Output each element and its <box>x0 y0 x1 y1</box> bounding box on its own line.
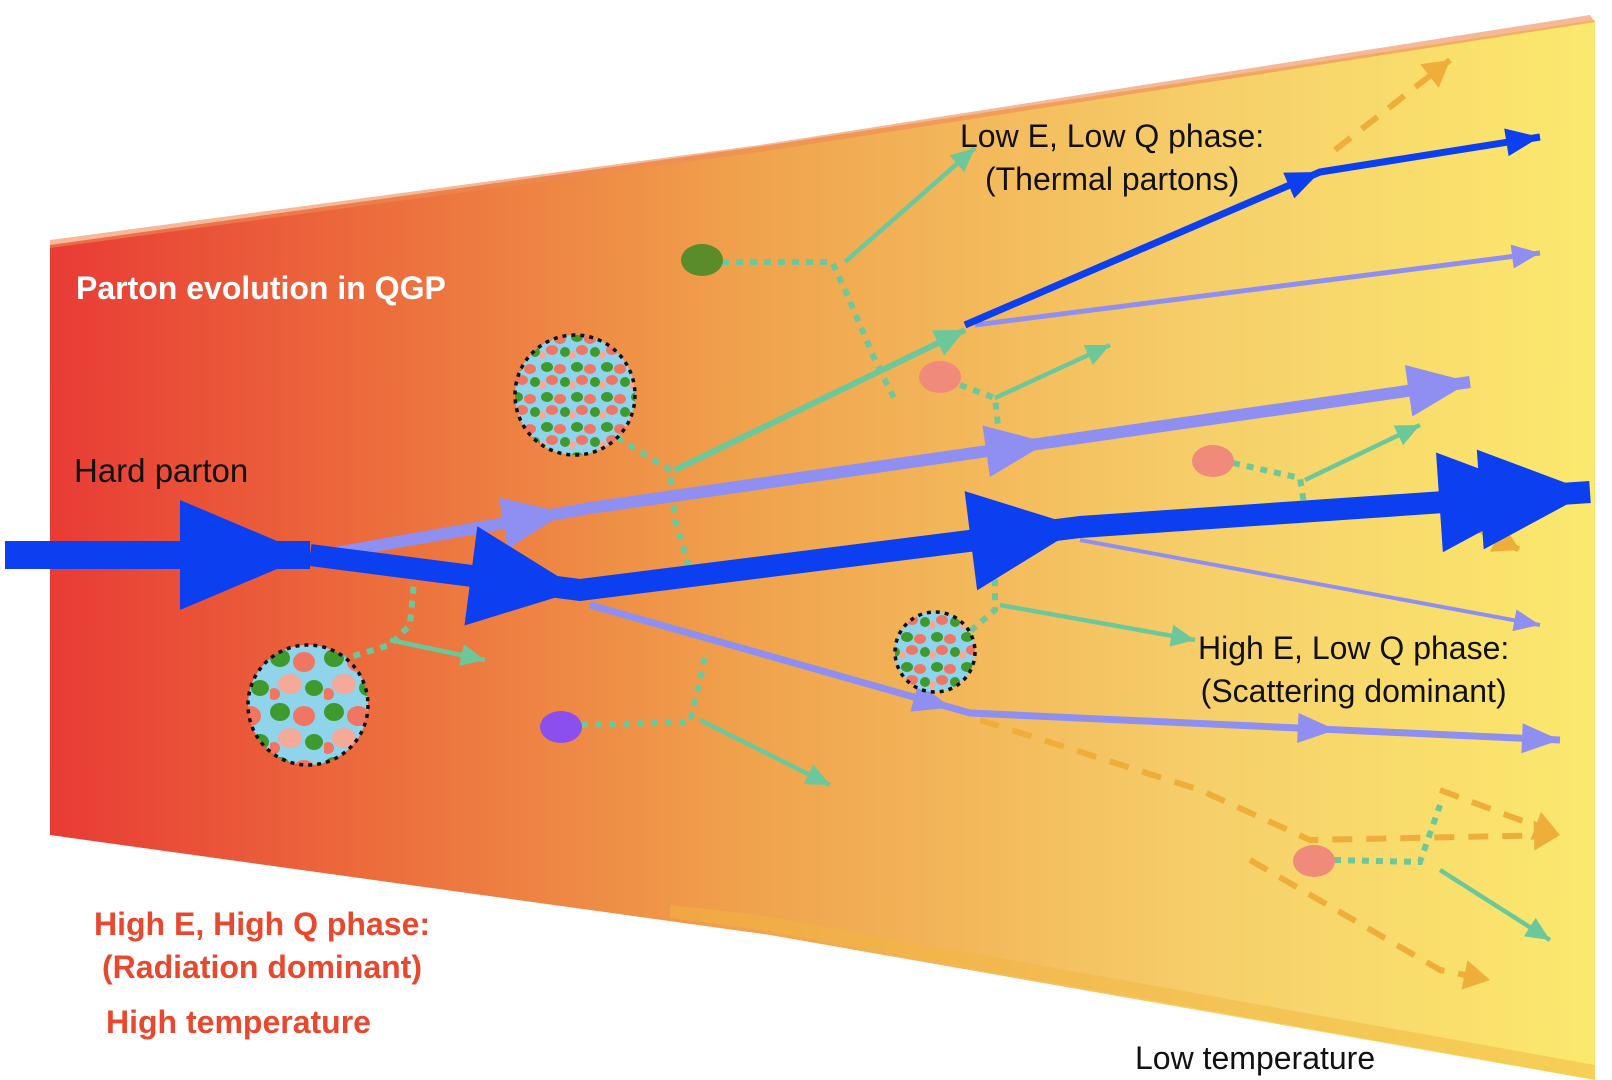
recoil-arrow <box>979 717 1561 843</box>
thermal-recoil-arrow-head <box>1523 917 1550 940</box>
soft-parton-arrow-mid-head <box>910 682 951 712</box>
thermal-parton-red <box>1293 845 1335 877</box>
thermal-recoil-arrow-head <box>1169 624 1195 647</box>
high-e-high-q-line1: High E, High Q phase: <box>94 906 431 942</box>
thermal-link <box>580 654 708 728</box>
hard-parton-arrow-mid-head <box>964 491 1080 591</box>
thermal-recoil-arrow-head <box>803 764 830 785</box>
hard-parton-arrow-mid-head <box>1436 452 1550 553</box>
hard-parton-arrow-mid-head <box>1283 172 1320 199</box>
hard-parton-arrow <box>308 481 1591 601</box>
soft-parton-arrow-head <box>1521 723 1560 754</box>
thermal-parton-green <box>681 244 723 276</box>
soft-parton-arrow-head <box>1510 244 1540 269</box>
high-e-low-q-line2: (Scattering dominant) <box>1200 672 1507 709</box>
thermal-recoil-arrow-head <box>459 644 485 666</box>
thermal-recoil-arrow-head <box>931 330 965 356</box>
thermal-recoil-arrow <box>698 717 832 788</box>
hard-parton-arrow-head <box>180 500 310 610</box>
soft-parton-arrow-head <box>1512 609 1540 632</box>
hard-parton-arrow-head <box>1504 128 1540 157</box>
thermal-recoil-arrow <box>843 146 977 264</box>
low-e-low-q-line2: (Thermal partons) <box>984 160 1240 197</box>
soft-parton-arrow <box>333 376 1471 559</box>
low-e-low-q-label: Low E, Low Q phase: (Thermal partons) <box>960 118 1264 198</box>
thermal-parton-purple <box>540 711 582 743</box>
soft-parton-arrow-mid-head <box>982 425 1048 478</box>
soft-parton-arrow <box>974 250 1541 328</box>
thermal-recoil-arrow-head <box>1393 425 1420 446</box>
medium-blobs <box>246 333 977 767</box>
soft-arrows <box>333 146 1561 942</box>
thermal-link <box>1333 804 1443 866</box>
thermal-recoil-arrow <box>999 602 1196 643</box>
hard-parton-label: Hard parton <box>74 452 249 489</box>
thermal-link <box>958 560 998 643</box>
medium-blob-medium <box>513 333 637 457</box>
high-e-low-q-label: High E, Low Q phase: (Scattering dominan… <box>1198 630 1509 710</box>
low-e-low-q-line1: Low E, Low Q phase: <box>960 118 1265 154</box>
thermal-recoil-arrow-head <box>1083 345 1110 366</box>
thermal-link <box>1232 460 1308 511</box>
thermal-recoil-arrow <box>673 327 967 473</box>
recoil-arrow-head <box>1530 811 1560 840</box>
medium-bottom-edge-lower <box>670 905 1595 1080</box>
thermal-partons <box>540 244 1335 877</box>
medium-blob-small <box>893 610 977 694</box>
soft-parton-arrow <box>589 601 1561 744</box>
medium-blob-large <box>246 643 370 767</box>
thermal-parton-red <box>1192 445 1234 477</box>
recoil-arrow-head <box>1420 60 1450 88</box>
soft-parton-arrow-mid-head <box>498 497 565 549</box>
soft-parton-arrow <box>1079 538 1541 627</box>
high-e-low-q-line1: High E, Low Q phase: <box>1198 630 1510 666</box>
dashed-recoils <box>979 57 1562 990</box>
thermal-parton-red <box>919 361 961 393</box>
high-e-high-q-label: High E, High Q phase: (Radiation dominan… <box>94 906 430 986</box>
soft-parton-arrow-mid-head <box>1297 713 1336 743</box>
high-temperature-label: High temperature <box>106 1004 371 1040</box>
thermal-recoil-arrow-head <box>949 148 975 173</box>
hard-parton-arrow-mid-head <box>464 526 580 626</box>
recoil-arrow-head <box>1461 960 1490 990</box>
recoil-arrow-head <box>1490 524 1520 552</box>
soft-parton-arrow-head <box>1404 365 1470 417</box>
high-e-high-q-line2: (Radiation dominant) <box>102 948 422 985</box>
medium-top-edge-upper <box>50 15 1595 248</box>
hard-arrows <box>5 128 1591 626</box>
thermal-link <box>722 259 898 402</box>
low-temperature-label: Low temperature <box>1135 1040 1376 1076</box>
diagram-title: Parton evolution in QGP <box>76 270 446 306</box>
